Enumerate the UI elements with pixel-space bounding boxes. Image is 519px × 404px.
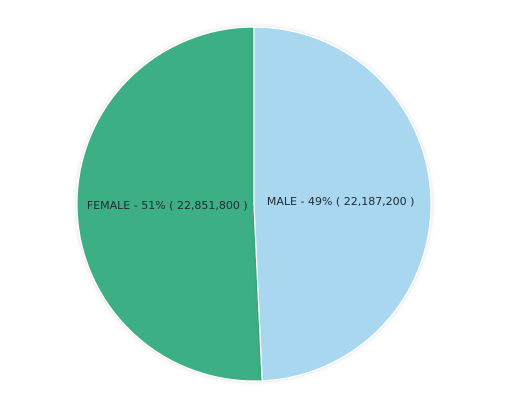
slice-group: [76, 26, 432, 382]
pie-label-male: MALE - 49% ( 22,187,200 ): [267, 195, 415, 208]
pie-slice-male[interactable]: [253, 26, 432, 382]
pie-label-female: FEMALE - 51% ( 22,851,800 ): [87, 199, 248, 212]
label-group: FEMALE - 51% ( 22,851,800 ) MALE - 49% ( …: [87, 195, 415, 212]
pie-slice-female[interactable]: [76, 26, 263, 382]
